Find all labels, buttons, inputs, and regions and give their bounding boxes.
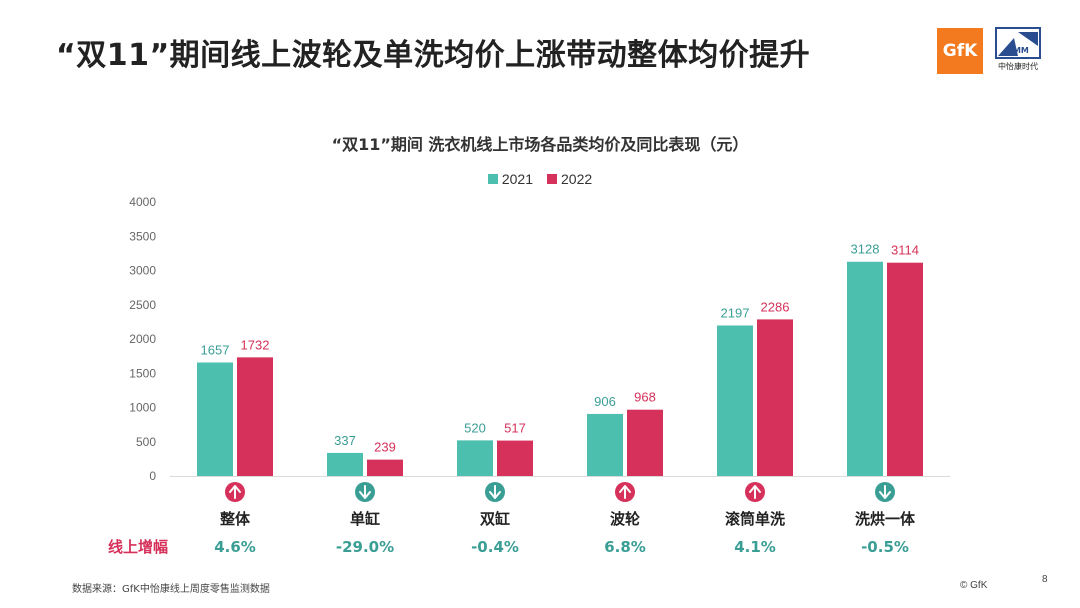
arrow-down-glyph [879, 485, 891, 499]
arrow-down-glyph [359, 485, 371, 499]
bar-2022 [627, 409, 663, 476]
data-label-2021: 1657 [201, 342, 230, 357]
legend-label-2021: 2021 [501, 171, 533, 187]
y-tick-label: 3500 [129, 229, 156, 243]
chart-title: “双11”期间 洗衣机线上市场各品类均价及同比表现（元） [331, 135, 749, 154]
cmm-logo: CMM 中怡康时代 [995, 27, 1041, 71]
bar-2021 [197, 362, 233, 476]
y-tick-label: 3000 [129, 264, 156, 278]
category-label: 单缸 [350, 510, 380, 528]
page-number: 8 [1042, 574, 1048, 585]
bar-2021 [457, 440, 493, 476]
bar-2021 [717, 325, 753, 476]
y-tick-label: 500 [136, 435, 156, 449]
bar-2022 [497, 440, 533, 476]
cmm-logo-name: 中怡康时代 [998, 61, 1038, 71]
y-tick-label: 0 [149, 469, 156, 483]
legend-item-2021: 2021 [487, 171, 533, 187]
y-tick-label: 1500 [129, 366, 156, 380]
source-note: 数据来源：GfK中怡康线上周度零售监测数据 [72, 584, 270, 595]
arrow-down-glyph [489, 485, 501, 499]
growth-value: 4.1% [734, 538, 776, 556]
cmm-logo-text: CMM [1007, 46, 1029, 55]
y-tick-label: 2000 [129, 332, 156, 346]
y-tick-label: 1000 [129, 401, 156, 415]
data-label-2021: 2197 [721, 306, 750, 321]
arrow-up-glyph [749, 485, 761, 499]
y-tick-label: 2500 [129, 298, 156, 312]
growth-value: 6.8% [604, 538, 646, 556]
gfk-logo: GfK [937, 28, 983, 74]
data-label-2021: 3128 [851, 242, 880, 257]
legend-item-2022: 2022 [547, 171, 592, 187]
data-label-2022: 517 [504, 421, 526, 436]
bar-2021 [847, 261, 883, 476]
category-label: 洗烘一体 [855, 510, 916, 528]
bar-2021 [327, 452, 363, 476]
gfk-logo-text: GfK [942, 41, 978, 61]
data-label-2022: 2286 [761, 299, 790, 314]
data-label-2022: 239 [374, 440, 396, 455]
arrow-up-glyph [619, 485, 631, 499]
growth-value: -0.4% [471, 538, 519, 556]
category-label: 波轮 [610, 510, 640, 528]
chart-legend: 2021 2022 [0, 171, 1080, 187]
bar-2022 [237, 357, 273, 476]
category-label: 双缸 [480, 510, 510, 528]
data-label-2021: 520 [464, 420, 486, 435]
growth-value: 4.6% [214, 538, 256, 556]
data-label-2022: 968 [634, 390, 656, 405]
growth-value: -29.0% [336, 538, 394, 556]
bar-2021 [587, 413, 623, 476]
category-label: 滚筒单洗 [725, 510, 785, 528]
legend-swatch-2021 [487, 174, 498, 184]
bar-2022 [757, 319, 793, 476]
legend-label-2022: 2022 [561, 171, 593, 187]
y-tick-label: 4000 [129, 195, 156, 209]
arrow-up-glyph [229, 485, 241, 499]
growth-value: -0.5% [861, 538, 909, 556]
bar-2022 [367, 459, 403, 476]
legend-swatch-2022 [547, 174, 557, 184]
growth-row-label: 线上增幅 [108, 538, 168, 556]
bar-2022 [887, 262, 923, 476]
data-label-2022: 3114 [891, 243, 919, 258]
data-label-2021: 906 [594, 394, 616, 409]
data-label-2022: 1732 [241, 337, 270, 352]
page-title: “双11”期间线上波轮及单洗均价上涨带动整体均价提升 [56, 38, 811, 73]
category-label: 整体 [220, 510, 251, 528]
data-label-2021: 337 [334, 433, 356, 448]
copyright: © GfK [960, 580, 988, 591]
